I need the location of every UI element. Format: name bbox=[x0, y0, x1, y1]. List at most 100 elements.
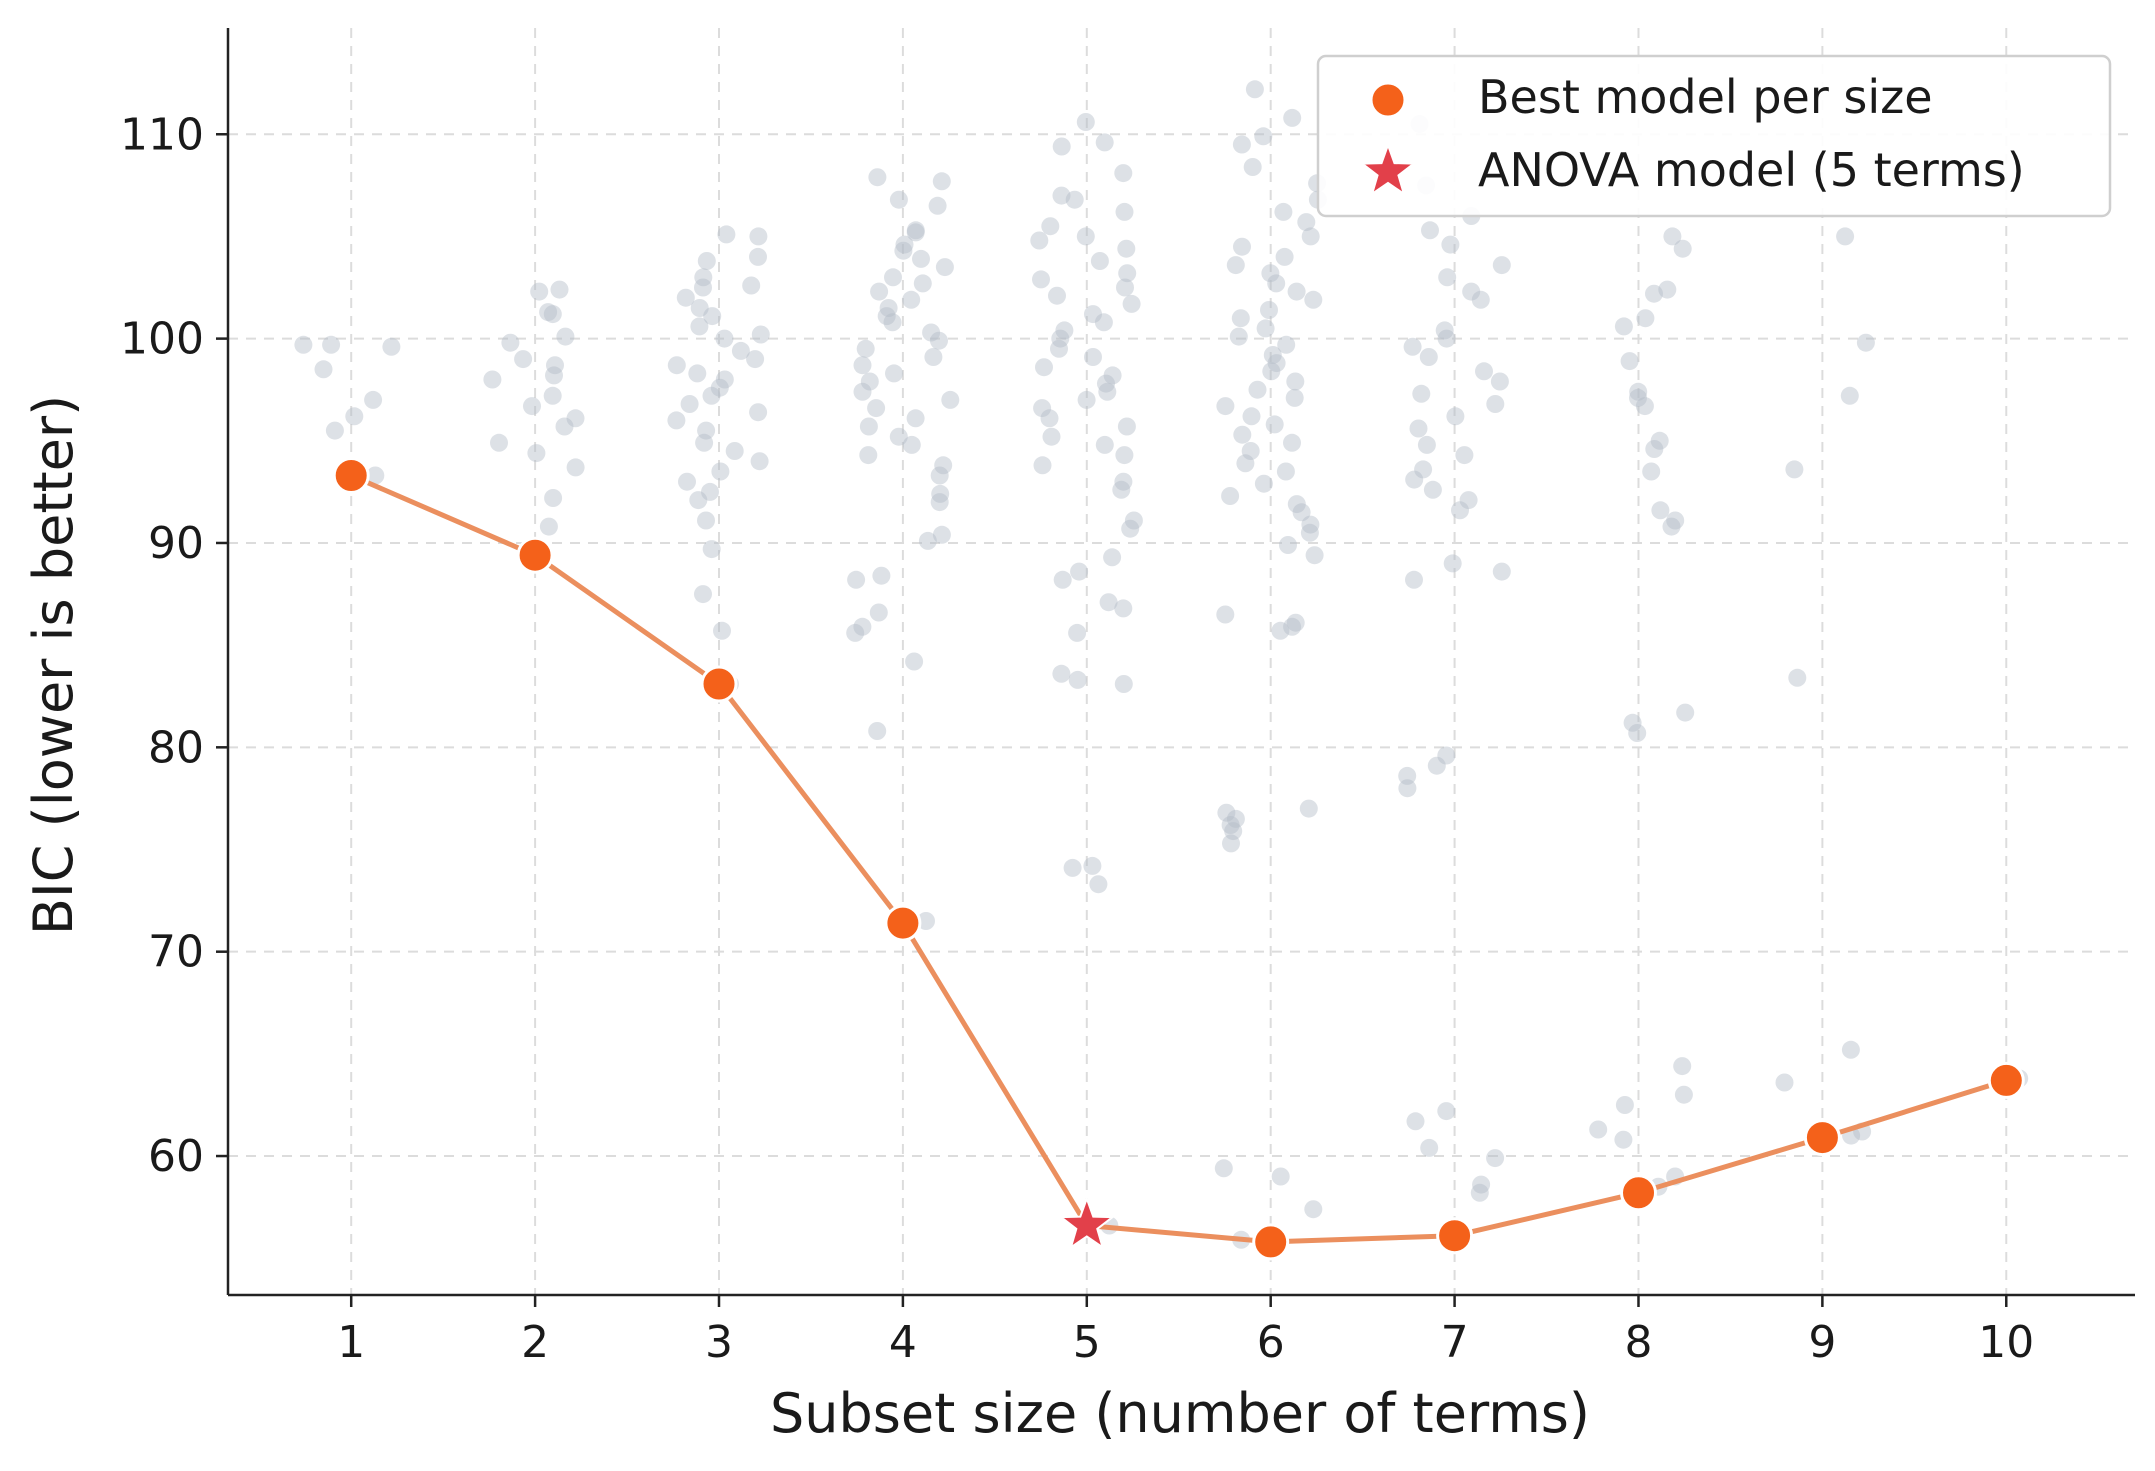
subset-point bbox=[1103, 548, 1122, 567]
subset-point bbox=[1233, 237, 1251, 256]
subset-point bbox=[1274, 202, 1293, 221]
subset-point bbox=[885, 364, 903, 383]
axes bbox=[226, 28, 2135, 1297]
subset-point bbox=[667, 356, 686, 375]
subset-point bbox=[1642, 462, 1661, 481]
x-tick-label: 10 bbox=[1978, 1317, 2034, 1368]
subset-point bbox=[1226, 256, 1245, 275]
subset-point bbox=[1437, 746, 1456, 765]
subset-point bbox=[932, 525, 951, 544]
best-model-point bbox=[1803, 1119, 1841, 1157]
subset-point bbox=[1405, 570, 1423, 589]
subset-point bbox=[545, 366, 563, 385]
y-tick-label: 70 bbox=[148, 927, 204, 978]
subset-point bbox=[539, 517, 558, 536]
subset-point bbox=[715, 329, 734, 348]
subset-point bbox=[932, 172, 951, 191]
subset-point bbox=[751, 325, 770, 344]
subset-point bbox=[1645, 440, 1664, 458]
subset-point bbox=[1405, 470, 1424, 489]
subset-point bbox=[1629, 388, 1647, 407]
subset-point bbox=[1084, 348, 1102, 366]
subset-point bbox=[1053, 570, 1072, 589]
subset-point bbox=[514, 350, 533, 369]
subset-point bbox=[1117, 417, 1136, 436]
subset-point bbox=[922, 323, 941, 342]
subset-point bbox=[1403, 337, 1422, 356]
subset-point bbox=[689, 491, 708, 510]
best-model-markers bbox=[332, 457, 2025, 1261]
subset-point bbox=[1055, 321, 1074, 340]
subset-point bbox=[1472, 1175, 1491, 1194]
subset-point bbox=[697, 511, 715, 530]
subset-point bbox=[1663, 227, 1682, 246]
subset-point bbox=[690, 299, 709, 317]
x-tick-label: 1 bbox=[337, 1317, 365, 1368]
subset-point bbox=[667, 411, 686, 430]
subset-point bbox=[1614, 1130, 1633, 1149]
subset-point bbox=[1040, 409, 1059, 428]
subset-point bbox=[725, 442, 744, 460]
subset-point bbox=[1077, 390, 1096, 409]
subset-point bbox=[889, 190, 908, 209]
subset-point bbox=[884, 268, 902, 287]
subset-point bbox=[872, 566, 891, 585]
subset-point bbox=[1300, 523, 1319, 542]
subset-point bbox=[1267, 274, 1286, 293]
y-tick-label: 80 bbox=[148, 722, 204, 773]
subset-point bbox=[1262, 362, 1281, 381]
subset-point bbox=[918, 531, 937, 550]
subset-point bbox=[1117, 239, 1136, 258]
subset-point bbox=[703, 307, 722, 326]
subset-point bbox=[1232, 135, 1251, 154]
subset-point bbox=[930, 493, 949, 512]
subset-point bbox=[1122, 294, 1141, 313]
subset-point bbox=[1226, 809, 1245, 828]
subset-point bbox=[1788, 668, 1807, 687]
subset-point bbox=[931, 484, 950, 503]
subset-point bbox=[1048, 286, 1066, 305]
subset-point bbox=[1243, 158, 1262, 176]
grid-lines bbox=[228, 28, 2135, 1295]
best-model-point bbox=[1987, 1061, 2025, 1099]
subset-point bbox=[1283, 108, 1302, 127]
subset-point bbox=[1446, 407, 1465, 426]
subset-point bbox=[1420, 1138, 1439, 1157]
subset-point bbox=[870, 282, 889, 301]
subset-point bbox=[1124, 511, 1143, 530]
subset-point bbox=[1224, 822, 1243, 841]
subset-point bbox=[694, 278, 712, 297]
subset-point bbox=[1221, 487, 1240, 505]
subset-point bbox=[1427, 756, 1446, 775]
subset-point bbox=[742, 276, 761, 295]
subset-point bbox=[543, 305, 562, 324]
best-model-polyline bbox=[350, 473, 2008, 1245]
subset-point bbox=[928, 196, 947, 215]
subset-point bbox=[1297, 213, 1316, 232]
subset-point bbox=[868, 168, 887, 187]
subset-point bbox=[1279, 536, 1297, 554]
subset-point bbox=[1658, 280, 1677, 299]
subset-point bbox=[1305, 546, 1324, 565]
subset-point bbox=[717, 225, 736, 244]
subset-point bbox=[1299, 799, 1318, 818]
subset-point bbox=[912, 249, 930, 268]
subset-point bbox=[749, 227, 768, 246]
subset-point bbox=[860, 372, 879, 391]
subset-point bbox=[1841, 1040, 1860, 1059]
subset-point bbox=[556, 327, 575, 346]
subset-point bbox=[1651, 501, 1670, 520]
subset-point bbox=[1265, 415, 1284, 434]
subset-point bbox=[895, 235, 914, 254]
subset-point bbox=[1589, 1120, 1608, 1139]
subset-point bbox=[1437, 329, 1456, 348]
subset-point bbox=[1263, 346, 1282, 364]
subset-point bbox=[715, 370, 734, 389]
subset-point bbox=[1423, 480, 1442, 499]
subset-point bbox=[1076, 113, 1095, 131]
subset-point bbox=[917, 912, 935, 930]
subset-point bbox=[1304, 1200, 1323, 1219]
x-tick-label: 6 bbox=[1257, 1317, 1285, 1368]
subset-point bbox=[694, 268, 713, 287]
